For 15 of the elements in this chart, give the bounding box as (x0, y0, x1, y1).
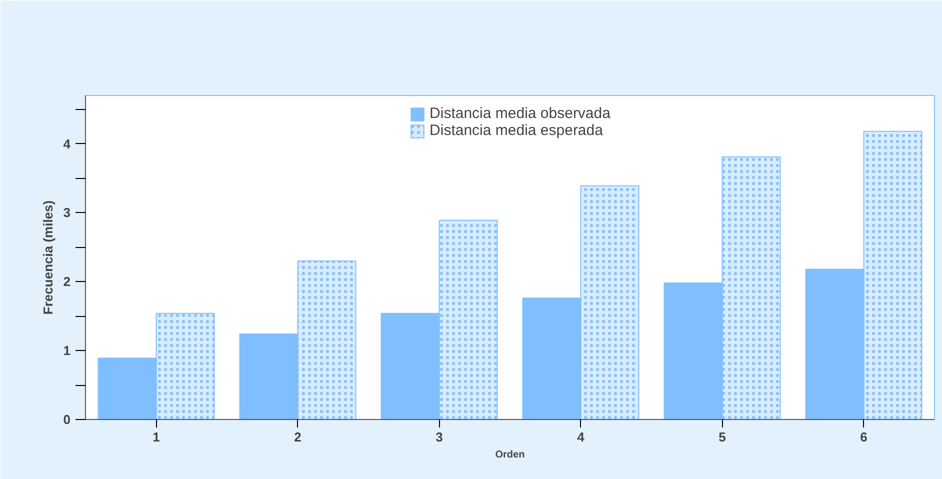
x-tick-label: 1 (152, 430, 160, 444)
y-tick-label: 2 (63, 274, 71, 290)
y-tick-label: 3 (63, 205, 71, 220)
x-tick-label: 3 (436, 430, 443, 444)
legend-label: Distancia media observada (430, 105, 610, 122)
y-tick-label: 4 (63, 136, 72, 152)
x-tick-label: 2 (294, 430, 302, 444)
x-axis-title: Orden (495, 450, 525, 460)
x-tick-label: 6 (860, 430, 868, 444)
y-tick-label: 0 (63, 412, 71, 427)
y-axis-title: Frecuencia (miles) (40, 200, 56, 315)
x-tick-label: 4 (577, 430, 586, 444)
x-tick-label: 5 (718, 430, 726, 444)
legend-label: Distancia media esperada (430, 122, 603, 139)
y-tick-label: 1 (63, 343, 71, 358)
